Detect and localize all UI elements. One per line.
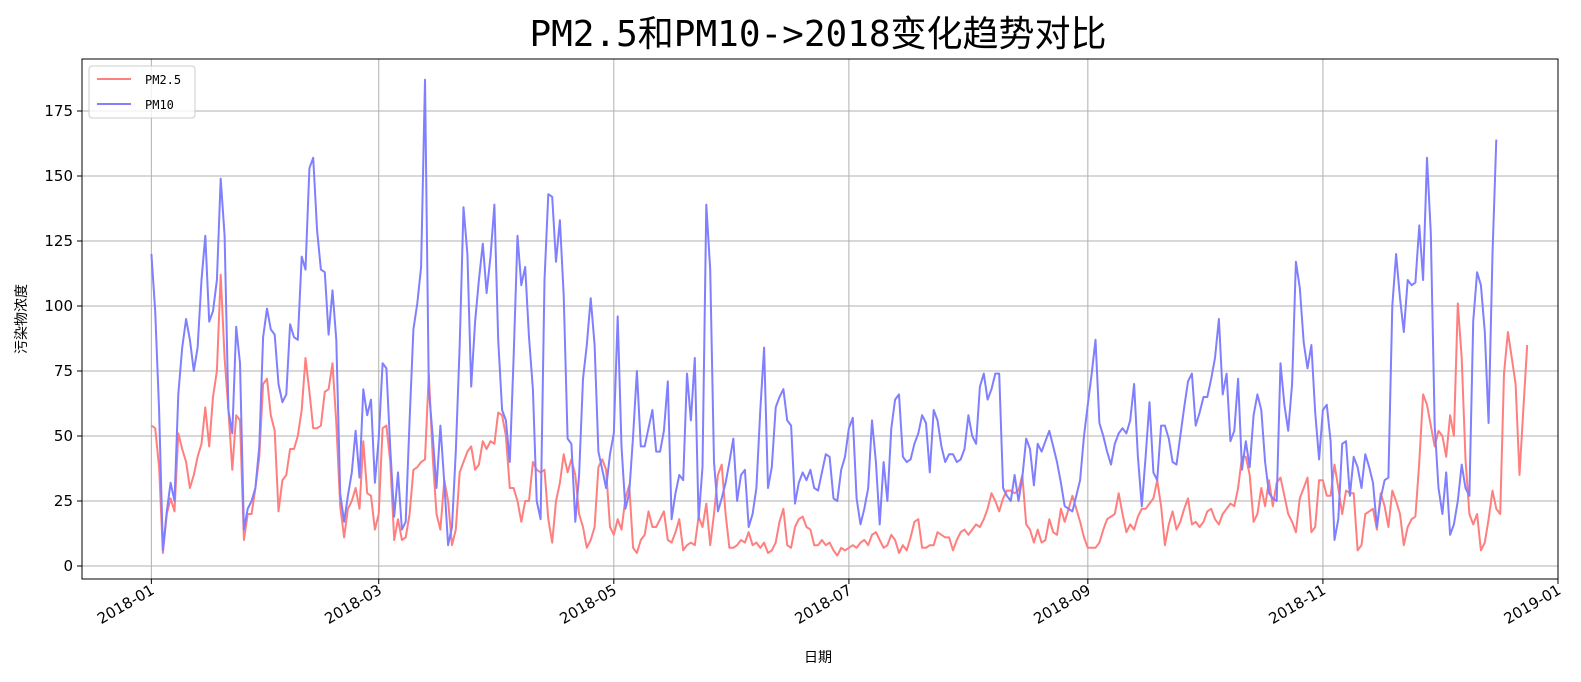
y-tick-label: 75: [54, 362, 73, 380]
y-tick-label: 150: [44, 167, 73, 185]
series-line-pm10: [150, 78, 1498, 552]
y-axis-ticks: 0 25 50 75 100 125 150 175: [44, 102, 82, 575]
chart-title: PM2.5和PM10->2018变化趋势对比: [529, 14, 1106, 55]
grid: [82, 59, 1559, 579]
y-axis-label: 污染物浓度: [14, 284, 30, 354]
legend-label-pm25: PM2.5: [145, 73, 181, 87]
y-tick-label: 25: [54, 492, 73, 510]
plot-frame: [81, 58, 1559, 580]
series-line-pm25: [150, 273, 1529, 557]
x-tick-label: 2018-11: [1266, 581, 1329, 628]
plot-lines: [150, 78, 1529, 557]
x-tick-label: 2018-05: [557, 581, 620, 628]
y-tick-label: 100: [44, 297, 73, 315]
legend-label-pm10: PM10: [145, 98, 174, 112]
y-tick-label: 50: [54, 427, 73, 445]
x-axis-label: 日期: [804, 650, 832, 666]
y-tick-label: 125: [44, 232, 73, 250]
x-tick-label: 2019-01: [1501, 581, 1564, 628]
x-tick-label: 2018-01: [94, 581, 157, 628]
x-tick-label: 2018-09: [1031, 581, 1094, 628]
y-tick-label: 175: [44, 102, 73, 120]
x-tick-label: 2018-07: [792, 581, 855, 628]
x-tick-label: 2018-03: [321, 581, 384, 628]
y-tick-label: 0: [63, 557, 73, 575]
legend: PM2.5 PM10: [88, 65, 196, 119]
x-axis-ticks: 2018-01 2018-03 2018-05 2018-07 2018-09 2018-…: [94, 579, 1564, 628]
